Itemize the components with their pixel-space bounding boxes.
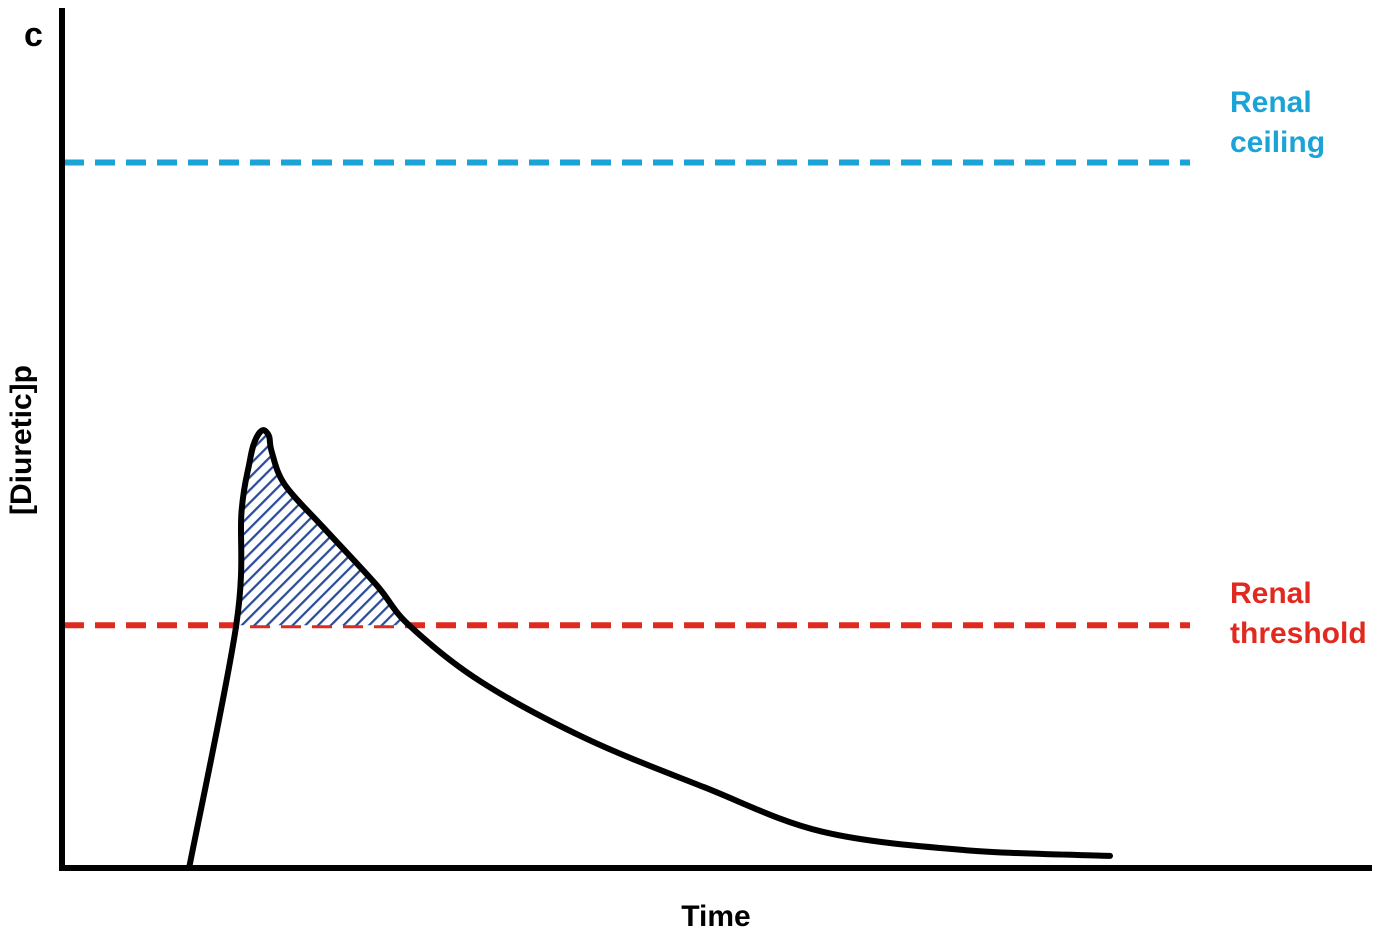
y-axis-label: [Diuretic]p <box>5 365 38 515</box>
renal-threshold-label-line2: threshold <box>1230 617 1367 650</box>
above-threshold-shaded-area <box>236 430 410 626</box>
renal-ceiling-label-line2: ceiling <box>1230 126 1325 159</box>
concentration-curve <box>186 427 1113 871</box>
renal-ceiling-label-line1: Renal <box>1230 86 1312 119</box>
renal-threshold-label-line1: Renal <box>1230 577 1312 610</box>
x-axis-label: Time <box>681 900 750 933</box>
plot-area <box>59 8 1372 871</box>
panel-label: c <box>24 16 43 54</box>
